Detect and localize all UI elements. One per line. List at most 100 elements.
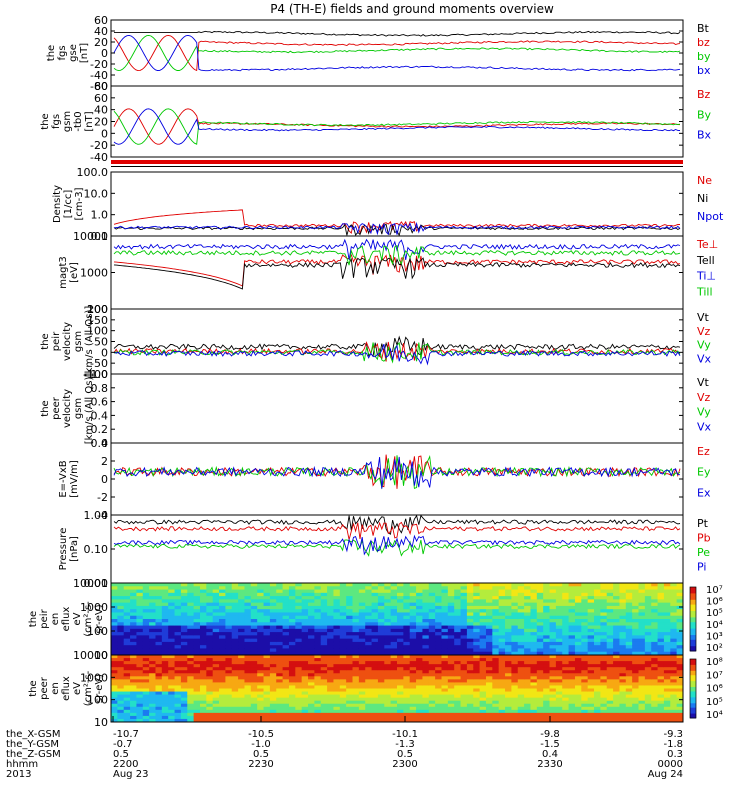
heatmap-cell [492, 685, 500, 689]
heatmap-cell [320, 682, 328, 686]
heatmap-cell [130, 592, 137, 597]
colorbar-segment [690, 691, 696, 694]
heatmap-cell [409, 676, 417, 680]
heatmap-cell [409, 612, 417, 617]
heatmap-cell [212, 706, 220, 711]
heatmap-cell [174, 673, 182, 677]
heatmap-cell [397, 638, 404, 643]
heatmap-cell [492, 694, 500, 699]
heatmap-cell [295, 706, 303, 711]
heatmap-cell [327, 661, 334, 665]
heatmap-cell [377, 682, 385, 686]
heatmap-cell [638, 583, 646, 587]
heatmap-cell [625, 609, 633, 613]
heatmap-cell [492, 658, 500, 662]
heatmap-cell [555, 712, 563, 717]
heatmap-cell [244, 648, 252, 653]
heatmap-cell [193, 622, 201, 626]
heatmap-cell [371, 673, 379, 677]
heatmap-cell [454, 609, 461, 613]
heatmap-cell [155, 589, 163, 594]
heatmap-cell [416, 583, 423, 587]
heatmap-cell [676, 589, 684, 594]
heatmap-cell [517, 712, 525, 717]
heatmap-cell [327, 700, 334, 705]
heatmap-cell [295, 688, 303, 692]
heatmap-cell [346, 599, 353, 604]
heatmap-cell [282, 645, 290, 649]
heatmap-cell [225, 615, 233, 620]
heatmap-cell [339, 667, 347, 671]
heatmap-cell [619, 709, 627, 714]
series-line-Ex [113, 456, 681, 489]
heatmap-cell [435, 694, 442, 699]
heatmap-cell [187, 632, 195, 636]
heatmap-cell [276, 694, 283, 699]
heatmap-cell [155, 622, 163, 626]
colorbar-segment [690, 692, 696, 695]
heatmap-cell [301, 697, 309, 702]
heatmap-cell [619, 682, 627, 686]
heatmap-cell [168, 691, 175, 695]
heatmap-cell [225, 655, 233, 659]
heatmap-cell [638, 694, 646, 699]
heatmap-cell [219, 592, 226, 597]
heatmap-cell [600, 706, 608, 711]
heatmap-cell [416, 605, 423, 610]
heatmap-cell [479, 709, 487, 714]
heatmap-cell [168, 682, 175, 686]
heatmap-cell [288, 609, 296, 613]
heatmap-cell [136, 661, 144, 665]
colorbar-segment [690, 641, 696, 644]
heatmap-cell [435, 664, 442, 668]
heatmap-cell [212, 664, 220, 668]
colorbar-tick-label: 10⁴ [706, 620, 723, 631]
colorbar-segment [690, 660, 696, 663]
heatmap-cell [581, 670, 589, 674]
heatmap-cell [327, 655, 334, 659]
heatmap-cell [530, 685, 538, 689]
heatmap-cell [466, 632, 474, 636]
heatmap-cell [206, 615, 214, 620]
heatmap-cell [581, 625, 589, 630]
heatmap-cell [485, 589, 493, 594]
heatmap-cell [155, 679, 163, 683]
heatmap-cell [174, 694, 182, 699]
heatmap-cell [257, 648, 264, 653]
heatmap-cell [225, 682, 233, 686]
heatmap-cell [568, 648, 576, 653]
y-axis-label: the peer en eflux eV (cm²-s-sr-eV) [28, 670, 105, 706]
heatmap-cell [238, 658, 245, 662]
heatmap-cell [435, 625, 442, 630]
heatmap-cell [581, 651, 589, 656]
heatmap-cell [231, 661, 239, 665]
heatmap-cell [339, 664, 347, 668]
heatmap-cell [606, 605, 614, 610]
heatmap-cell [574, 697, 582, 702]
heatmap-cell [600, 688, 608, 692]
heatmap-cell [352, 612, 360, 617]
heatmap-cell [149, 641, 156, 646]
heatmap-cell [403, 670, 411, 674]
heatmap-cell [454, 676, 461, 680]
heatmap-cell [365, 622, 372, 626]
heatmap-cell [130, 694, 137, 699]
heatmap-cell [454, 599, 461, 604]
heatmap-cell [333, 685, 341, 689]
heatmap-cell [155, 625, 163, 630]
heatmap-cell [562, 715, 569, 720]
heatmap-cell [511, 712, 519, 717]
heatmap-cell [435, 688, 442, 692]
heatmap-cell [574, 586, 582, 590]
heatmap-cell [651, 700, 658, 705]
colorbar-segment [690, 598, 696, 601]
heatmap-cell [613, 589, 620, 594]
heatmap-cell [295, 712, 303, 717]
heatmap-cell [613, 622, 620, 626]
heatmap-cell [581, 664, 589, 668]
heatmap-cell [511, 615, 519, 620]
heatmap-cell [206, 635, 214, 640]
heatmap-cell [339, 619, 347, 623]
heatmap-cell [212, 638, 220, 643]
heatmap-cell [142, 700, 150, 705]
